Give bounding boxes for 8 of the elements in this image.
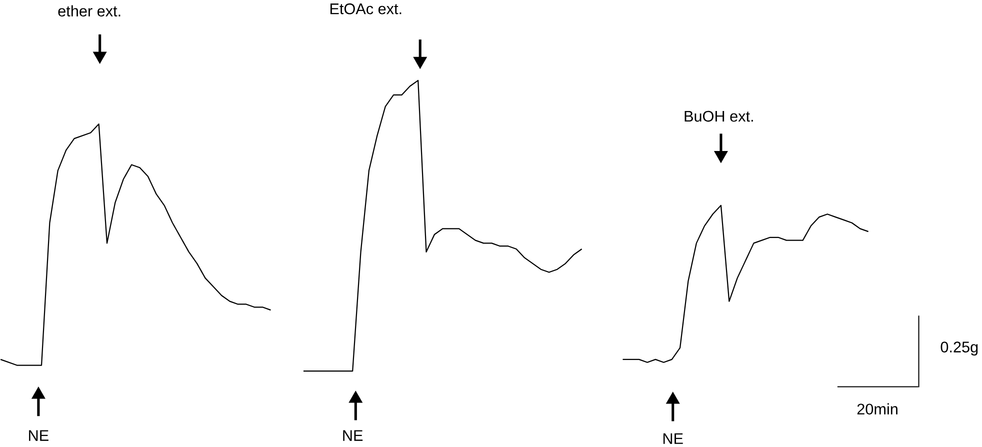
text: ether ext. [58,5,120,16]
text: NE [343,430,363,441]
text: 20min [857,403,898,414]
text: 0.25g [940,341,978,356]
text: EtOAc ext. [330,3,402,14]
annotation: BuOH ext. [684,110,753,122]
text: NE [663,433,683,444]
text: NE [29,430,48,441]
